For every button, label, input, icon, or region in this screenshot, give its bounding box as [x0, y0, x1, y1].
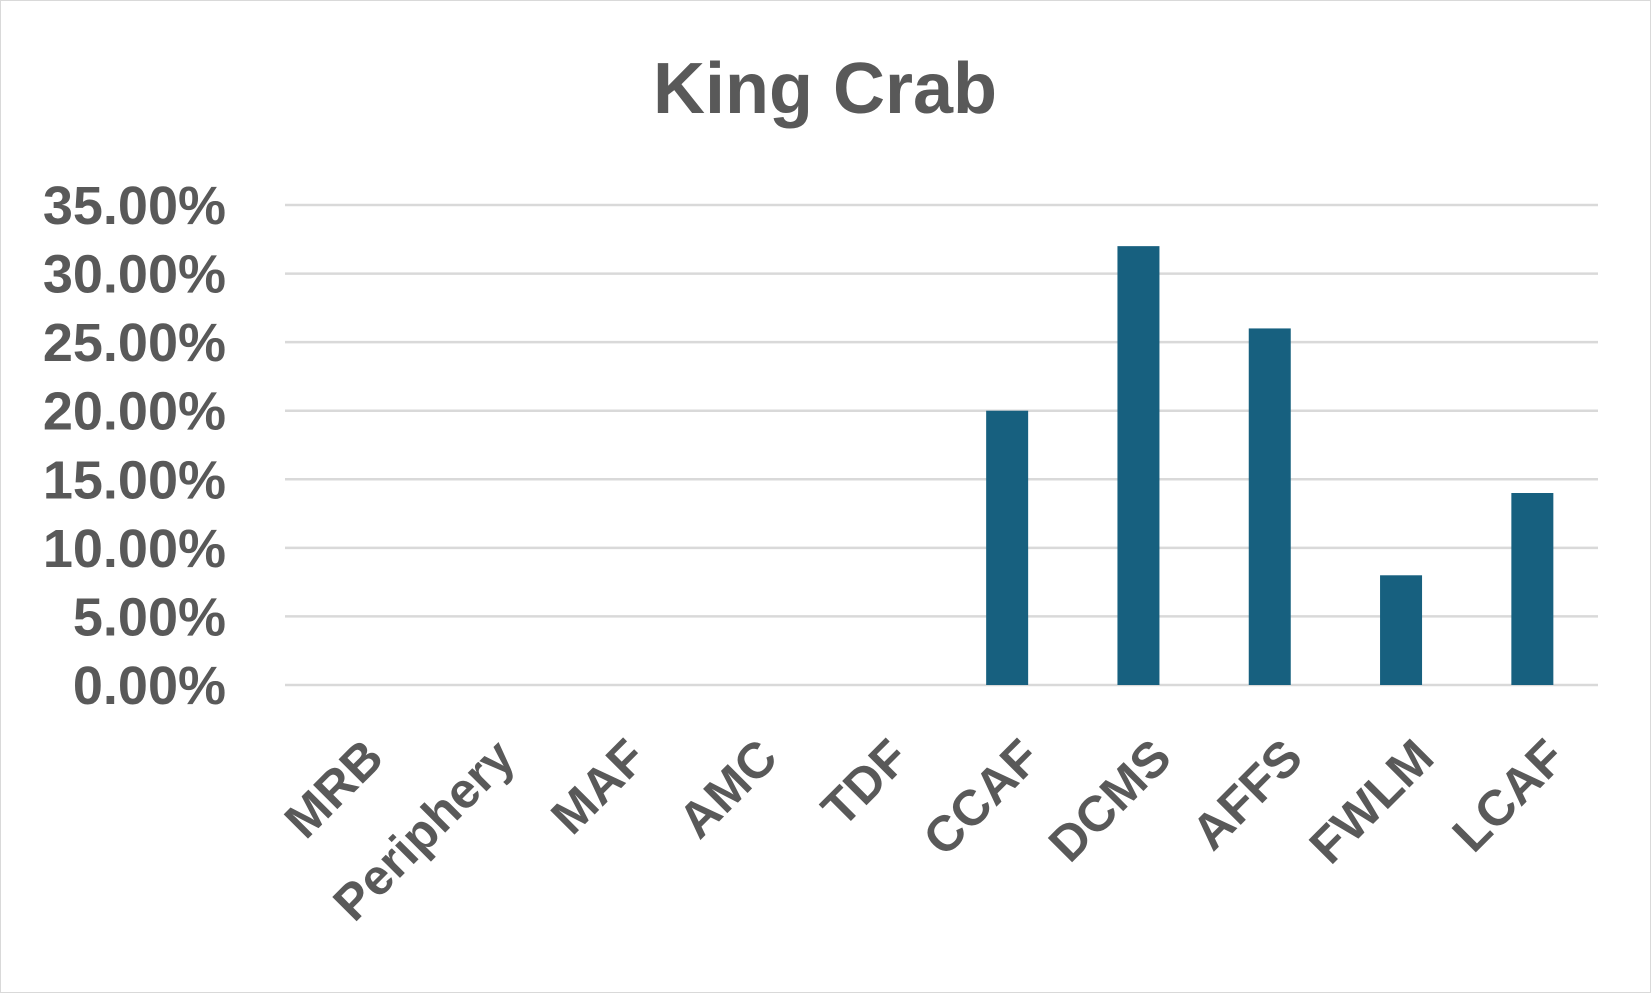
x-tick-label-dcms: DCMS	[1038, 729, 1182, 873]
y-tick-label: 10.00%	[43, 519, 226, 579]
x-tick-label-fwlm: FWLM	[1299, 729, 1445, 875]
y-tick-label: 15.00%	[43, 450, 226, 510]
chart-title: King Crab	[653, 49, 997, 129]
bar-affs	[1248, 328, 1291, 685]
x-tick-label-mrb: MRB	[274, 729, 394, 849]
bar-fwlm	[1380, 575, 1423, 685]
y-tick-label: 20.00%	[43, 382, 226, 442]
x-tick-label-maf: MAF	[540, 729, 656, 845]
y-tick-label: 5.00%	[73, 587, 226, 647]
x-tick-label-ccaf: CCAF	[913, 729, 1051, 867]
y-tick-label: 30.00%	[43, 245, 226, 305]
gridlines	[285, 203, 1598, 687]
x-tick-label-affs: AFFS	[1181, 729, 1313, 861]
x-tick-label-tdf: TDF	[811, 729, 919, 837]
bars	[986, 246, 1554, 685]
bar-dcms	[1117, 246, 1160, 685]
x-tick-label-lcaf: LCAF	[1442, 729, 1576, 863]
y-tick-label: 35.00%	[43, 176, 226, 236]
y-axis-ticks: 0.00% 5.00% 10.00% 15.00% 20.00% 25.00% 30.00%…	[43, 176, 226, 716]
x-tick-label-amc: AMC	[668, 729, 788, 849]
y-tick-label: 25.00%	[43, 313, 226, 373]
bar-lcaf	[1511, 493, 1554, 685]
y-tick-label: 0.00%	[73, 656, 226, 716]
bar-ccaf	[986, 410, 1029, 685]
